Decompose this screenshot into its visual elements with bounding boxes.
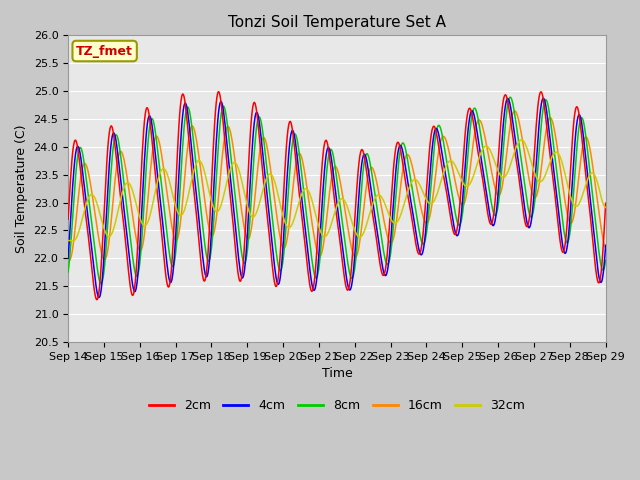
- Title: Tonzi Soil Temperature Set A: Tonzi Soil Temperature Set A: [228, 15, 446, 30]
- Y-axis label: Soil Temperature (C): Soil Temperature (C): [15, 124, 28, 253]
- Legend: 2cm, 4cm, 8cm, 16cm, 32cm: 2cm, 4cm, 8cm, 16cm, 32cm: [144, 394, 530, 417]
- Text: TZ_fmet: TZ_fmet: [76, 45, 133, 58]
- X-axis label: Time: Time: [321, 367, 352, 380]
